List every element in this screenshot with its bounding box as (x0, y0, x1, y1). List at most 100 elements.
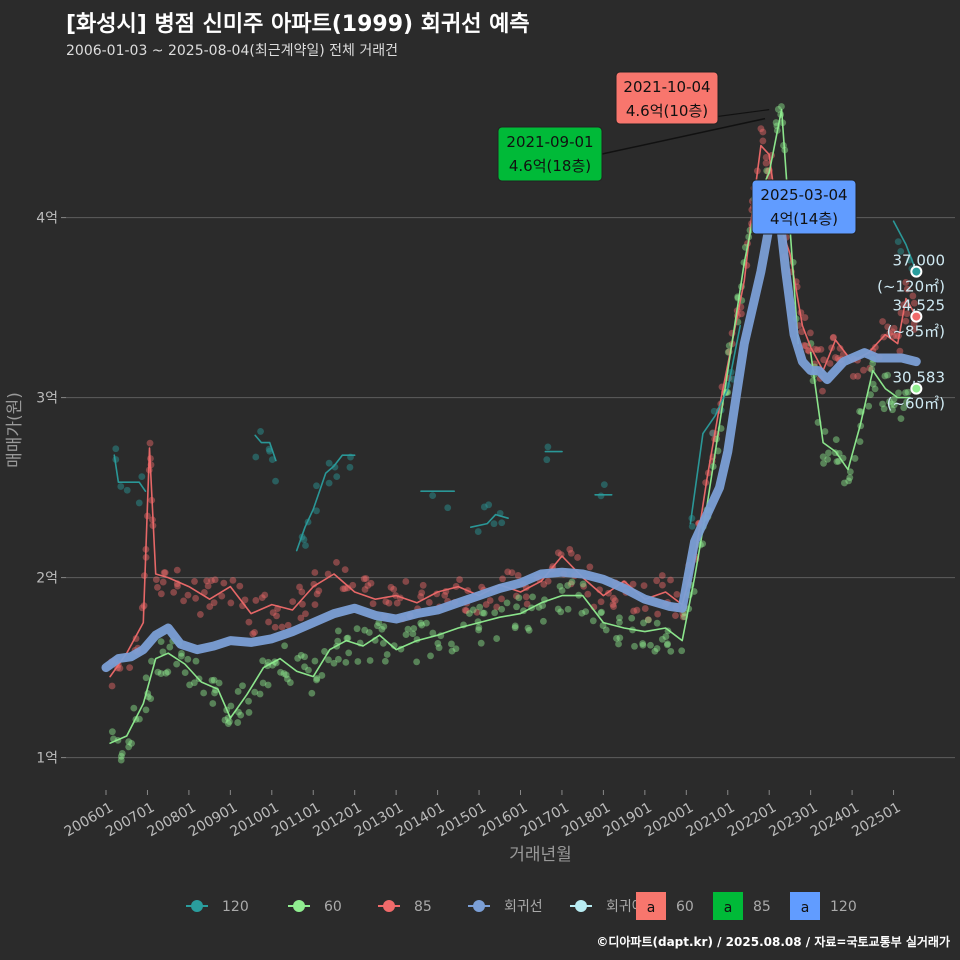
scatter-point (473, 608, 481, 616)
scatter-point (554, 605, 562, 613)
scatter-point (364, 582, 372, 589)
scatter-point (448, 647, 456, 655)
scatter-point (305, 666, 312, 674)
scatter-point (259, 679, 267, 687)
scatter-point (346, 463, 354, 471)
scatter-point (580, 582, 588, 590)
scatter-point (817, 345, 825, 353)
scatter-point (272, 477, 279, 485)
source-credit: ©디아파트(dapt.kr) / 2025.08.08 / 자료=국토교통부 실… (596, 935, 950, 949)
scatter-point (148, 657, 155, 665)
legend-marker (473, 900, 485, 912)
scatter-point (478, 583, 486, 591)
scatter-point (419, 581, 427, 589)
scatter-point (544, 577, 552, 585)
scatter-point (251, 628, 258, 636)
scatter-point (178, 650, 185, 657)
scatter-point (235, 708, 242, 716)
endpoint-area: (~60㎡) (887, 395, 945, 413)
scatter-point (851, 455, 859, 462)
scatter-point (325, 656, 332, 664)
y-tick-label: 2억 (36, 571, 58, 587)
scatter-point (869, 360, 877, 367)
scatter-point (210, 599, 218, 607)
scatter-point (341, 585, 349, 592)
scatter-point (802, 342, 809, 350)
scatter-point (871, 385, 879, 393)
scatter-point (118, 749, 126, 757)
scatter-point (889, 332, 897, 340)
scatter-point (157, 638, 165, 646)
scatter-point (903, 310, 911, 318)
scatter-point (610, 603, 617, 611)
scatter-point (824, 455, 832, 463)
scatter-point (374, 622, 381, 630)
scatter-point (493, 635, 501, 642)
scatter-point (759, 128, 767, 136)
scatter-point (644, 616, 652, 624)
series-lines (101, 108, 921, 745)
scatter-point (613, 634, 620, 642)
scatter-point (480, 609, 488, 617)
scatter-point (184, 591, 192, 599)
scatter-point (138, 473, 146, 481)
scatter-point (311, 657, 319, 665)
scatter-point (200, 689, 208, 697)
scatter-point (192, 594, 200, 602)
x-axis-title: 거래년월 (509, 845, 572, 865)
scatter-point (302, 542, 309, 549)
scatter-point (902, 279, 910, 286)
scatter-point (300, 536, 308, 543)
scatter-point (884, 323, 892, 331)
scatter-point (117, 483, 125, 490)
scatter-point (331, 463, 339, 471)
scatter-point (475, 624, 483, 631)
scatter-point (523, 600, 531, 608)
scatter-point (208, 676, 216, 684)
scatter-point (658, 635, 666, 643)
series-line-s120 (254, 434, 277, 462)
scatter-point (144, 693, 152, 701)
y-axis-title: 매매가(원) (5, 392, 25, 468)
scatter-point (641, 605, 649, 612)
scatter-point (298, 588, 306, 596)
annotation-price: 4억(14층) (770, 210, 838, 228)
scatter-point (804, 346, 812, 354)
scatter-point (147, 695, 155, 703)
scatter-point (160, 569, 168, 577)
scatter-point (568, 578, 576, 586)
scatter-point (653, 577, 661, 585)
annotation-box (497, 126, 603, 182)
scatter-point (486, 597, 494, 604)
scatter-point (313, 675, 321, 682)
scatter-point (203, 577, 211, 585)
scatter-point (895, 389, 902, 397)
scatter-point (334, 627, 342, 635)
scatter-point (381, 657, 389, 665)
scatter-point (435, 644, 443, 652)
legend-box-label: 120 (830, 899, 857, 915)
scatter-point (616, 634, 624, 642)
scatter-point (508, 569, 516, 577)
scatter-point (586, 563, 594, 571)
scatter-point (866, 364, 874, 372)
endpoint-dot (912, 312, 921, 321)
scatter-point (170, 588, 178, 596)
scatter-point (854, 372, 862, 380)
scatter-point (578, 609, 586, 617)
scatter-point (631, 642, 638, 650)
scatter-point (126, 664, 134, 672)
scatter-point (452, 645, 460, 653)
scatter-point (259, 657, 267, 665)
scatter-point (192, 657, 200, 665)
scatter-point (902, 389, 909, 397)
scatter-point (108, 682, 116, 690)
scatter-point (597, 609, 605, 617)
scatter-point (313, 507, 320, 515)
scatter-point (123, 486, 131, 494)
scatter-point (215, 679, 223, 687)
scatter-point (513, 603, 520, 611)
scatter-point (867, 391, 874, 399)
scatter-point (896, 347, 904, 355)
scatter-point (909, 292, 917, 300)
